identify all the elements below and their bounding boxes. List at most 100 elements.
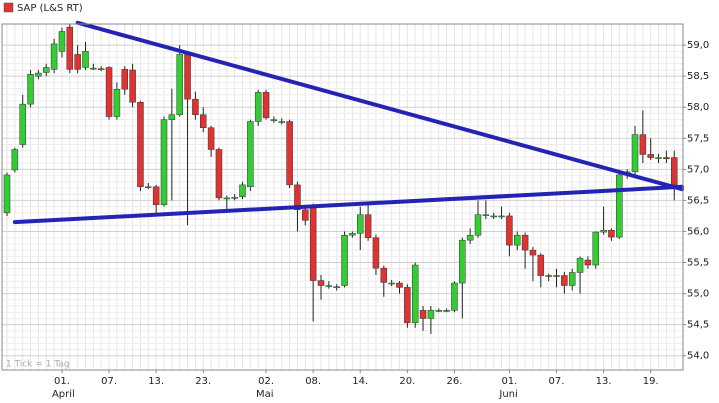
candle-body: [498, 215, 505, 218]
candle-body: [561, 275, 568, 286]
candle-body: [278, 121, 285, 123]
candle-body: [341, 234, 348, 286]
trendline: [12, 184, 685, 225]
candle-body: [553, 275, 560, 277]
candle-body: [184, 54, 191, 100]
y-tick-label: 58,5: [687, 71, 709, 82]
x-tick-label: 08.: [305, 376, 321, 387]
candle-body: [35, 72, 42, 77]
trendline: [75, 20, 685, 192]
candle-body: [404, 287, 411, 324]
candle-body: [568, 272, 576, 286]
candle-body: [247, 121, 254, 188]
month-label: Juni: [498, 389, 517, 400]
candle-body: [482, 214, 490, 216]
candle-body: [427, 310, 435, 319]
y-tick-label: 54,5: [687, 320, 709, 331]
candle-body: [97, 68, 105, 70]
candle-body: [647, 154, 654, 158]
y-tick-label: 57,5: [687, 133, 709, 144]
candle-body: [357, 214, 364, 234]
candle-body: [82, 51, 89, 68]
candle-body: [419, 310, 427, 319]
candle-body: [254, 92, 262, 122]
x-tick-label: 20.: [399, 376, 415, 387]
candle-body: [294, 184, 301, 210]
candle-body: [349, 233, 356, 236]
candle-body: [529, 249, 537, 256]
candle-body: [223, 197, 231, 200]
y-tick-label: 55,0: [687, 289, 709, 300]
candle-body: [262, 92, 270, 119]
candle-body: [443, 310, 450, 312]
candle-body: [459, 239, 466, 284]
candle-body: [388, 282, 395, 285]
candle-body: [145, 186, 152, 189]
candle-body: [325, 285, 333, 287]
candle-body: [207, 127, 215, 150]
y-tick-label: 59,0: [687, 40, 709, 51]
candle-body: [608, 229, 615, 238]
x-tick-label: 23.: [195, 376, 211, 387]
candle-body: [58, 31, 66, 52]
candle-body: [474, 214, 482, 236]
candle-body: [113, 88, 121, 117]
month-label: Mai: [256, 389, 274, 400]
candle-body: [137, 102, 144, 188]
candle-body: [333, 286, 340, 289]
x-tick-label: 07.: [549, 376, 565, 387]
candle-body: [466, 234, 474, 241]
candle-body: [435, 310, 442, 312]
candle-body: [396, 282, 403, 288]
y-tick-label: 57,0: [687, 164, 709, 175]
candle-body: [50, 43, 58, 70]
candle-body: [521, 234, 529, 251]
x-tick-label: 26.: [446, 376, 462, 387]
candle-body: [631, 134, 639, 173]
candle-body: [160, 119, 168, 206]
y-tick-label: 55,5: [687, 258, 709, 269]
y-tick-label: 56,0: [687, 226, 709, 237]
x-tick-label: 13.: [148, 376, 164, 387]
grid: [2, 24, 683, 370]
candle-body: [639, 134, 647, 155]
candle-body: [364, 214, 372, 238]
candle-body: [411, 264, 419, 324]
candle-body: [176, 54, 183, 115]
candle-body: [309, 204, 317, 281]
x-tick-label: 01.: [54, 376, 70, 387]
candle-body: [372, 237, 380, 269]
month-label: April: [52, 389, 75, 400]
x-tick-label: 02.: [258, 376, 274, 387]
candle-body: [129, 69, 136, 103]
y-tick-label: 58,0: [687, 102, 709, 113]
candle-body: [66, 26, 74, 70]
candle-body: [239, 184, 246, 197]
candle-body: [215, 149, 223, 199]
candle-body: [514, 234, 521, 246]
candle-body: [11, 149, 19, 171]
candle-body: [90, 67, 97, 70]
candle-body: [451, 282, 458, 311]
candle-body: [317, 280, 325, 286]
candle-body: [576, 257, 584, 273]
x-tick-label: 01.: [501, 376, 517, 387]
candle-body: [655, 157, 662, 159]
legend-label: SAP (L&S RT): [17, 3, 83, 14]
plot-frame: [1, 23, 684, 371]
x-tick-label: 19.: [643, 376, 659, 387]
y-tick-label: 54,0: [687, 351, 709, 362]
candle-body: [506, 215, 513, 246]
candle-body: [545, 275, 552, 277]
x-tick-label: 14.: [352, 376, 368, 387]
candle-body: [43, 67, 50, 73]
candle-body: [192, 98, 199, 115]
marks: [3, 20, 685, 334]
candle-body: [19, 103, 26, 145]
x-tick-label: 13.: [596, 376, 612, 387]
candle-body: [302, 209, 309, 221]
candle-body: [231, 197, 238, 199]
candle-body: [592, 231, 599, 266]
